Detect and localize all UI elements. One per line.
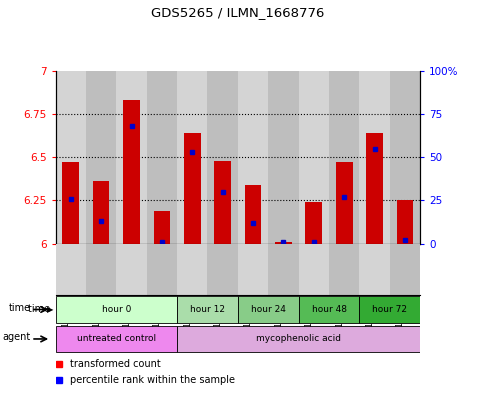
Bar <box>208 71 238 244</box>
Text: hour 0: hour 0 <box>101 305 131 314</box>
Text: hour 72: hour 72 <box>372 305 407 314</box>
Bar <box>238 296 298 323</box>
Text: transformed count: transformed count <box>70 358 161 369</box>
Bar <box>56 296 177 323</box>
Text: untreated control: untreated control <box>77 334 156 343</box>
Bar <box>359 244 390 295</box>
Bar <box>62 162 79 244</box>
Bar <box>86 71 116 244</box>
Text: GDS5265 / ILMN_1668776: GDS5265 / ILMN_1668776 <box>151 6 325 19</box>
Bar <box>116 71 147 244</box>
Text: time: time <box>8 303 30 313</box>
Bar <box>298 296 359 323</box>
Bar <box>86 244 116 295</box>
Bar <box>366 133 383 244</box>
Text: hour 48: hour 48 <box>312 305 346 314</box>
Bar <box>245 185 261 244</box>
Bar <box>268 244 298 295</box>
Bar <box>359 296 420 323</box>
Bar <box>56 326 177 352</box>
Text: hour 24: hour 24 <box>251 305 286 314</box>
Bar <box>305 202 322 244</box>
Bar <box>208 244 238 295</box>
Bar <box>268 71 298 244</box>
Bar <box>359 71 390 244</box>
Bar <box>184 133 200 244</box>
Bar <box>298 244 329 295</box>
Bar <box>177 244 208 295</box>
Bar <box>116 244 147 295</box>
Bar <box>154 211 170 244</box>
Bar <box>177 326 420 352</box>
Bar <box>147 71 177 244</box>
Bar <box>56 244 86 295</box>
Bar <box>177 71 208 244</box>
Bar <box>214 161 231 244</box>
Text: mycophenolic acid: mycophenolic acid <box>256 334 341 343</box>
Text: agent: agent <box>2 332 30 342</box>
Bar <box>147 244 177 295</box>
Bar <box>329 71 359 244</box>
Bar <box>298 71 329 244</box>
Bar <box>329 244 359 295</box>
Bar <box>93 182 110 244</box>
Text: hour 12: hour 12 <box>190 305 225 314</box>
Bar <box>275 242 292 244</box>
Bar <box>177 296 238 323</box>
Text: time: time <box>28 305 53 314</box>
Text: ▶: ▶ <box>47 305 53 314</box>
Bar <box>336 162 353 244</box>
Bar <box>390 244 420 295</box>
Text: percentile rank within the sample: percentile rank within the sample <box>70 375 235 385</box>
Bar <box>397 200 413 244</box>
Bar <box>56 71 86 244</box>
Bar <box>238 244 268 295</box>
Bar <box>390 71 420 244</box>
Bar <box>238 71 268 244</box>
Bar <box>123 100 140 244</box>
